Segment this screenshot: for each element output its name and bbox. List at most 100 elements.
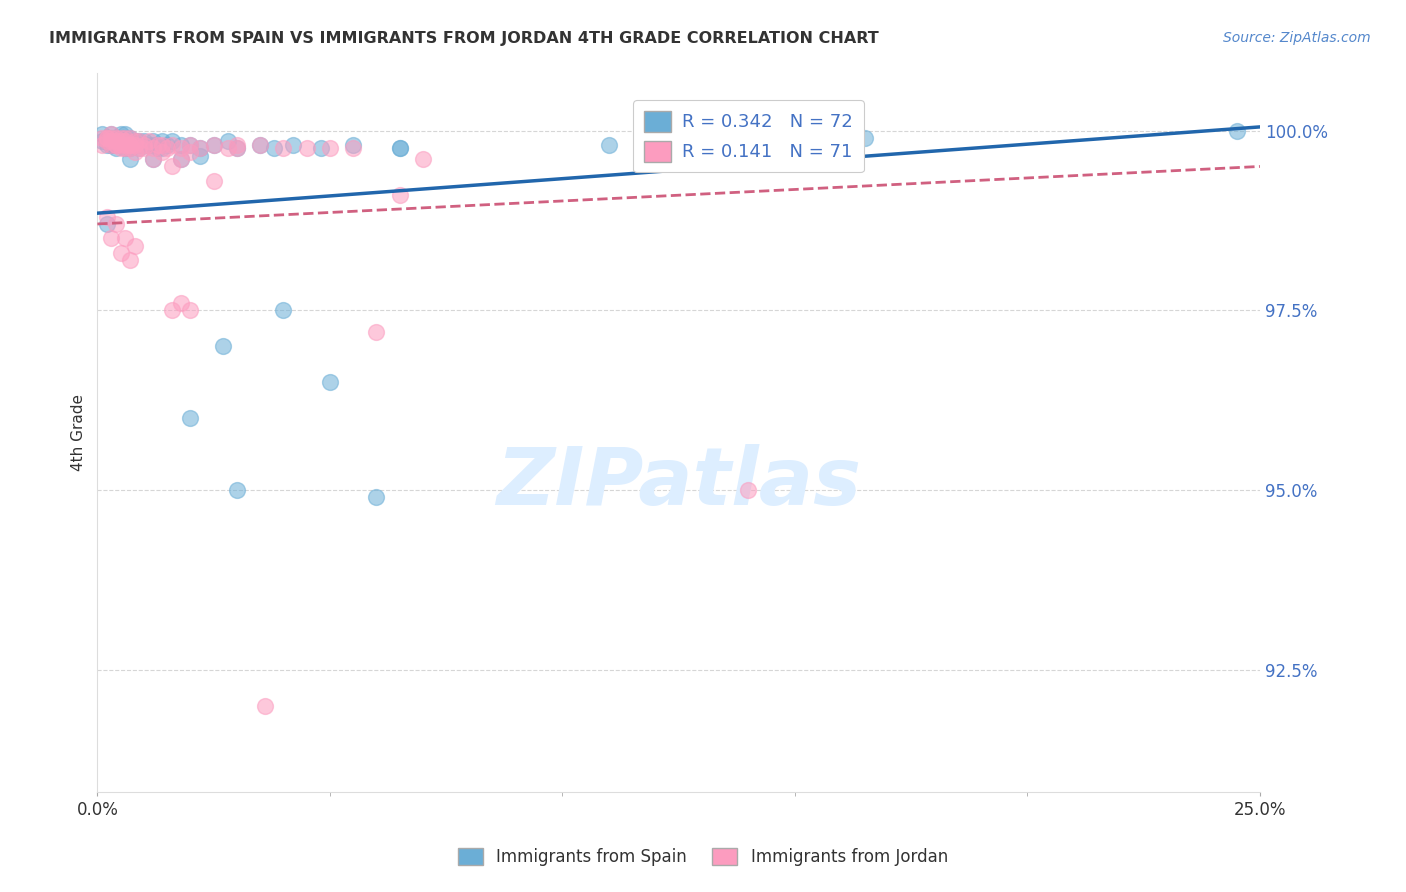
Point [110,141,132,155]
Point [225,141,247,155]
Point [152,134,174,148]
Point [110,130,132,145]
Point [160,137,183,152]
Point [114,127,136,141]
Point [142,141,165,155]
Point [104,134,127,148]
Point [132,141,155,155]
Point [152,145,174,159]
Point [100,137,122,152]
Point [124,137,146,152]
Legend: R = 0.342   N = 72, R = 0.141   N = 71: R = 0.342 N = 72, R = 0.141 N = 71 [633,100,863,172]
Point [319,141,342,155]
Point [160,134,183,148]
Point [170,141,193,155]
Text: ZIPatlas: ZIPatlas [496,444,860,522]
Point [114,130,136,145]
Point [179,137,201,152]
Point [217,141,239,155]
Point [142,153,165,167]
Point [114,137,136,152]
Point [142,134,165,148]
Point [96,210,118,224]
Point [132,134,155,148]
Point [104,137,127,152]
Point [104,134,127,148]
Point [342,141,364,155]
Point [114,231,136,245]
Point [104,137,127,152]
Point [128,137,150,152]
Point [188,141,211,155]
Point [128,134,150,148]
Point [118,141,141,155]
Point [100,127,122,141]
Point [281,137,304,152]
Point [104,130,127,145]
Point [160,303,183,318]
Point [110,134,132,148]
Point [366,325,388,339]
Point [412,153,434,167]
Point [114,137,136,152]
Point [128,134,150,148]
Point [366,490,388,504]
Point [96,217,118,231]
Point [202,137,225,152]
Point [124,238,146,252]
Point [138,137,160,152]
Point [96,130,118,145]
Point [202,174,225,188]
Text: IMMIGRANTS FROM SPAIN VS IMMIGRANTS FROM JORDAN 4TH GRADE CORRELATION CHART: IMMIGRANTS FROM SPAIN VS IMMIGRANTS FROM… [49,31,879,46]
Point [96,134,118,148]
Point [100,134,122,148]
Point [128,141,150,155]
Point [104,130,127,145]
Point [96,137,118,152]
Point [188,141,211,155]
Point [104,217,127,231]
Point [170,153,193,167]
Point [170,296,193,310]
Point [152,137,174,152]
Point [110,245,132,260]
Y-axis label: 4th Grade: 4th Grade [72,394,86,471]
Point [91,137,114,152]
Point [96,130,118,145]
Point [118,137,141,152]
Point [156,137,179,152]
Point [179,137,201,152]
Point [714,134,737,148]
Point [225,137,247,152]
Point [100,231,122,245]
Point [100,137,122,152]
Point [179,145,201,159]
Point [152,141,174,155]
Point [132,137,155,152]
Point [1226,123,1249,137]
Point [319,375,342,389]
Point [273,141,295,155]
Point [142,137,165,152]
Point [104,141,127,155]
Point [253,698,276,713]
Point [179,411,201,425]
Point [388,141,411,155]
Point [114,141,136,155]
Point [156,141,179,155]
Point [118,153,141,167]
Point [124,134,146,148]
Point [142,153,165,167]
Point [388,141,411,155]
Point [202,137,225,152]
Point [114,134,136,148]
Text: Source: ZipAtlas.com: Source: ZipAtlas.com [1223,31,1371,45]
Point [91,127,114,141]
Point [249,137,271,152]
Point [118,130,141,145]
Point [110,134,132,148]
Point [104,137,127,152]
Point [295,141,318,155]
Point [110,127,132,141]
Point [118,137,141,152]
